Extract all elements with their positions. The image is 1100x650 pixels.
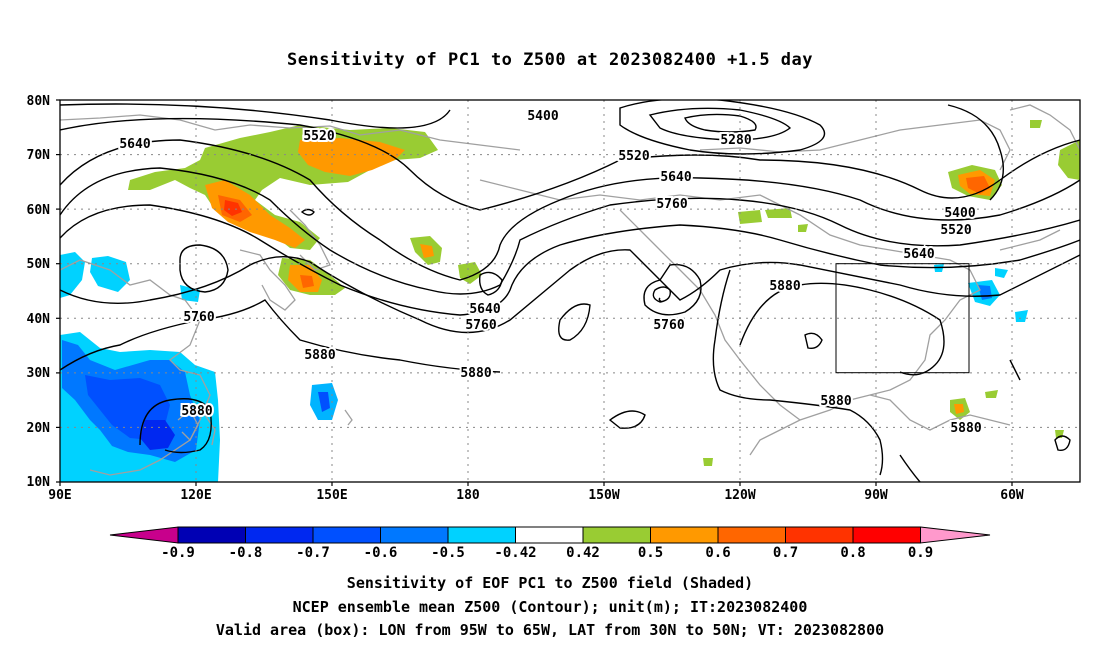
- lon-label: 120W: [724, 488, 755, 503]
- coastlines: [60, 104, 1080, 476]
- colorbar-labels: -0.9 -0.8 -0.7 -0.6 -0.5 -0.42 0.42 0.5 …: [161, 545, 933, 561]
- contour-label: 5880: [820, 394, 851, 409]
- contour-label: 5880: [304, 348, 335, 363]
- positive-sensitivity-area: [703, 458, 713, 466]
- colorbar-segment: [785, 526, 854, 544]
- lat-label: 20N: [27, 421, 51, 436]
- contour-label: 5640: [469, 302, 500, 317]
- lat-label: 70N: [27, 148, 51, 163]
- colorbar-segment: [852, 526, 921, 544]
- z500-contours: [60, 100, 1080, 482]
- contour-label: 5640: [119, 137, 150, 152]
- colorbar-label: -0.5: [431, 545, 465, 561]
- contour-label: 5760: [653, 318, 684, 333]
- negative-sensitivity-area: [318, 392, 330, 412]
- colorbar-label: 0.5: [638, 545, 663, 561]
- lon-label: 150W: [588, 488, 619, 503]
- longitude-labels: 90E 120E 150E 180 150W 120W 90W 60W: [48, 488, 1024, 503]
- contour-label: 5880: [460, 366, 491, 381]
- contour-label: 5400: [527, 109, 558, 124]
- latitude-labels: 80N 70N 60N 50N 40N 30N 20N 10N: [27, 94, 51, 490]
- contour-label: 5760: [465, 318, 496, 333]
- lat-label: 60N: [27, 203, 51, 218]
- contour-label: 5640: [660, 170, 691, 185]
- contour-label: 5760: [183, 310, 214, 325]
- negative-sensitivity-area: [90, 256, 130, 292]
- positive-sensitivity-area: [300, 275, 314, 288]
- positive-sensitivity-area: [798, 224, 808, 232]
- lon-label: 150E: [316, 488, 347, 503]
- lat-label: 30N: [27, 366, 51, 381]
- positive-sensitivity-area: [1058, 140, 1080, 180]
- lon-label: 90E: [48, 488, 71, 503]
- negative-sensitivity-area: [1015, 310, 1028, 322]
- lat-label: 40N: [27, 312, 51, 327]
- contour-label: 5520: [303, 129, 334, 144]
- lon-label: 90W: [864, 488, 888, 503]
- map-title: Sensitivity of PC1 to Z500 at 2023082400…: [286, 50, 813, 70]
- colorbar-segment: [447, 526, 516, 544]
- colorbar-label: -0.42: [494, 545, 536, 561]
- positive-sensitivity-area: [765, 208, 792, 218]
- colorbar-segment: [177, 526, 246, 544]
- positive-sensitivity-area: [298, 138, 405, 176]
- colorbar-segment: [312, 526, 381, 544]
- lat-label: 80N: [27, 94, 51, 109]
- contour-label: 5640: [903, 247, 934, 262]
- colorbar-label: 0.42: [566, 545, 600, 561]
- lat-label: 10N: [27, 475, 51, 490]
- positive-sensitivity-area: [205, 180, 305, 248]
- colorbar-min-triangle: [109, 526, 179, 544]
- colorbar-segment: [515, 526, 584, 544]
- positive-sensitivity-area: [1030, 120, 1042, 128]
- contour-label: 5400: [944, 206, 975, 221]
- negative-sensitivity-area: [60, 252, 85, 298]
- lon-label: 120E: [180, 488, 211, 503]
- lon-label: 180: [456, 488, 480, 503]
- contour-label: 5280: [720, 133, 751, 148]
- positive-sensitivity-area: [224, 200, 242, 216]
- colorbar-segment: [582, 526, 651, 544]
- contour-label: 5880: [950, 421, 981, 436]
- colorbar-max-triangle: [920, 526, 991, 544]
- colorbar-segment: [650, 526, 719, 544]
- lon-label: 60W: [1000, 488, 1024, 503]
- axis-ticks: [56, 99, 1013, 486]
- colorbar-label: 0.9: [908, 545, 933, 561]
- valid-area-box: [835, 263, 970, 374]
- lat-label: 50N: [27, 257, 51, 272]
- negative-sensitivity-area: [995, 268, 1008, 278]
- colorbar-label: -0.8: [229, 545, 263, 561]
- colorbar-label: -0.6: [364, 545, 398, 561]
- contour-label: 5520: [618, 149, 649, 164]
- contour-labels: 5400 5280 5520 5640 5640 5760 5520 5400 …: [117, 107, 983, 438]
- caption-contour: NCEP ensemble mean Z500 (Contour); unit(…: [292, 598, 808, 616]
- colorbar: [109, 526, 991, 544]
- contour-label: 5760: [656, 197, 687, 212]
- map-gridlines: [60, 100, 1080, 482]
- colorbar-segment: [245, 526, 314, 544]
- positive-sensitivity-area: [420, 244, 434, 258]
- colorbar-segment: [717, 526, 786, 544]
- positive-sensitivity-area: [985, 390, 998, 398]
- colorbar-label: 0.6: [705, 545, 730, 561]
- colorbar-label: -0.7: [296, 545, 330, 561]
- contour-label: 5880: [181, 404, 212, 419]
- map-frame: [59, 99, 1081, 483]
- contour-label: 5880: [769, 279, 800, 294]
- contour-label: 5520: [940, 223, 971, 238]
- positive-sensitivity-area: [738, 210, 762, 224]
- caption-valid-area: Valid area (box): LON from 95W to 65W, L…: [215, 621, 885, 639]
- positive-sensitivity-area: [954, 404, 964, 414]
- colorbar-segment: [380, 526, 449, 544]
- colorbar-label: -0.9: [161, 545, 195, 561]
- colorbar-label: 0.7: [773, 545, 798, 561]
- colorbar-label: 0.8: [840, 545, 865, 561]
- caption-shading: Sensitivity of EOF PC1 to Z500 field (Sh…: [346, 574, 754, 592]
